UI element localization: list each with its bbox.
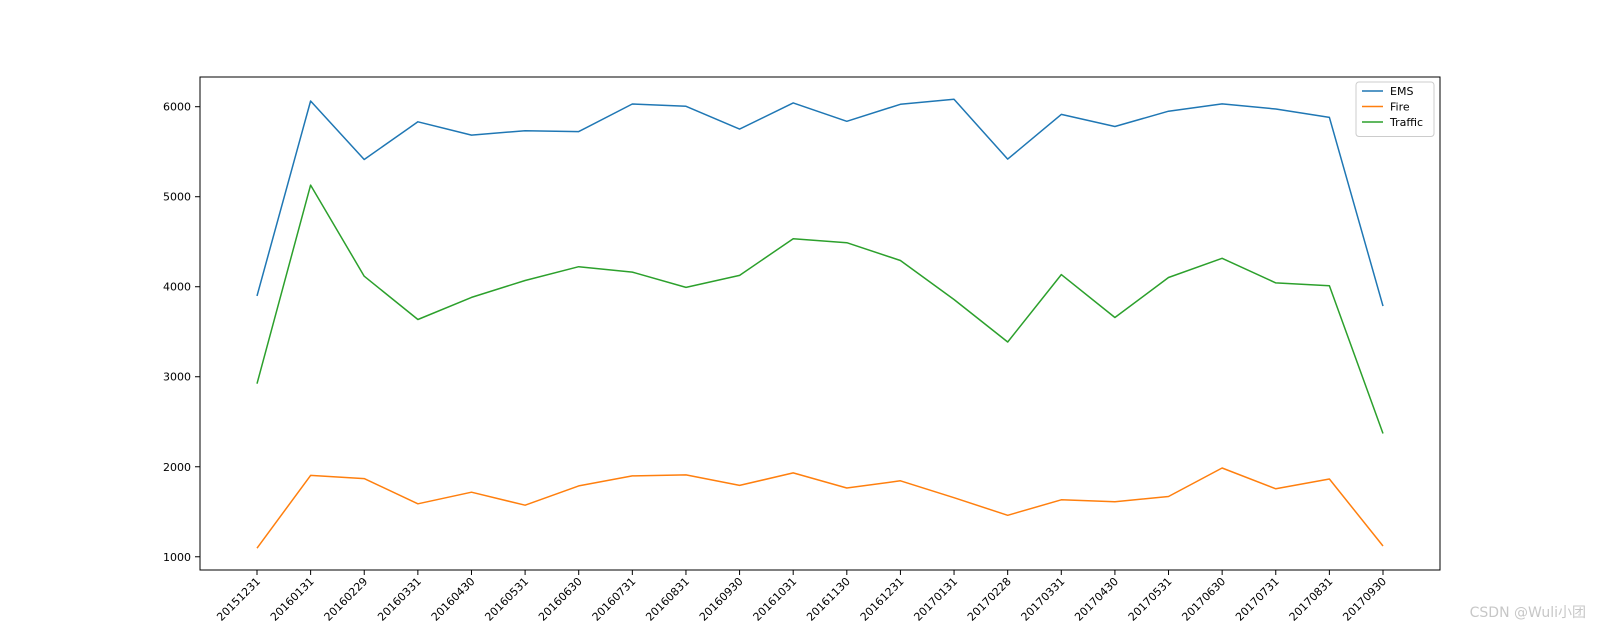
x-tick-label: 20170930: [1340, 575, 1389, 624]
x-tick-label: 20160229: [322, 575, 371, 624]
y-tick-label: 2000: [163, 461, 191, 474]
legend-label-ems: EMS: [1390, 85, 1413, 98]
x-tick-label: 20170630: [1179, 575, 1228, 624]
x-tick-label: 20161031: [751, 575, 800, 624]
x-tick-label: 20170731: [1233, 575, 1282, 624]
x-axis: 20151231 20160131 20160229 20160331 20160430…: [214, 570, 1389, 624]
y-tick-label: 1000: [163, 551, 191, 564]
series-line-fire: [256, 467, 1384, 549]
x-tick-label: 20170131: [911, 575, 960, 624]
x-tick-label: 20161231: [858, 575, 907, 624]
x-tick-label: 20170331: [1019, 575, 1068, 624]
x-tick-label: 20160930: [697, 575, 746, 624]
x-tick-label: 20160331: [375, 575, 424, 624]
x-tick-label: 20170831: [1287, 575, 1336, 624]
x-tick-label: 20170531: [1126, 575, 1175, 624]
x-tick-label: 20160131: [268, 575, 317, 624]
x-tick-label: 20160831: [643, 575, 692, 624]
plot-frame: [199, 76, 1441, 571]
plot-background: [200, 77, 1440, 570]
y-tick-label: 6000: [163, 101, 191, 114]
x-tick-label: 20170430: [1072, 575, 1121, 624]
series-line-ems: [256, 98, 1384, 307]
legend: EMS Fire Traffic: [1355, 81, 1435, 137]
legend-label-traffic: Traffic: [1389, 116, 1423, 129]
y-tick-label: 3000: [163, 371, 191, 384]
y-tick-label: 5000: [163, 191, 191, 204]
legend-box: [1355, 81, 1435, 137]
x-tick-label: 20151231: [214, 575, 263, 624]
y-axis: 1000 2000 3000 4000 5000 6000: [163, 101, 200, 564]
x-tick-label: 20160731: [590, 575, 639, 624]
series-layer: [256, 98, 1384, 549]
legend-label-fire: Fire: [1390, 101, 1410, 114]
x-tick-label: 20161130: [804, 575, 853, 624]
x-tick-label: 20160531: [482, 575, 531, 624]
y-tick-label: 4000: [163, 281, 191, 294]
watermark-text: CSDN @Wuli小团: [1469, 605, 1586, 621]
series-line-traffic: [256, 184, 1384, 434]
x-tick-label: 20160430: [429, 575, 478, 624]
x-tick-label: 20170228: [965, 575, 1014, 624]
x-tick-label: 20160630: [536, 575, 585, 624]
